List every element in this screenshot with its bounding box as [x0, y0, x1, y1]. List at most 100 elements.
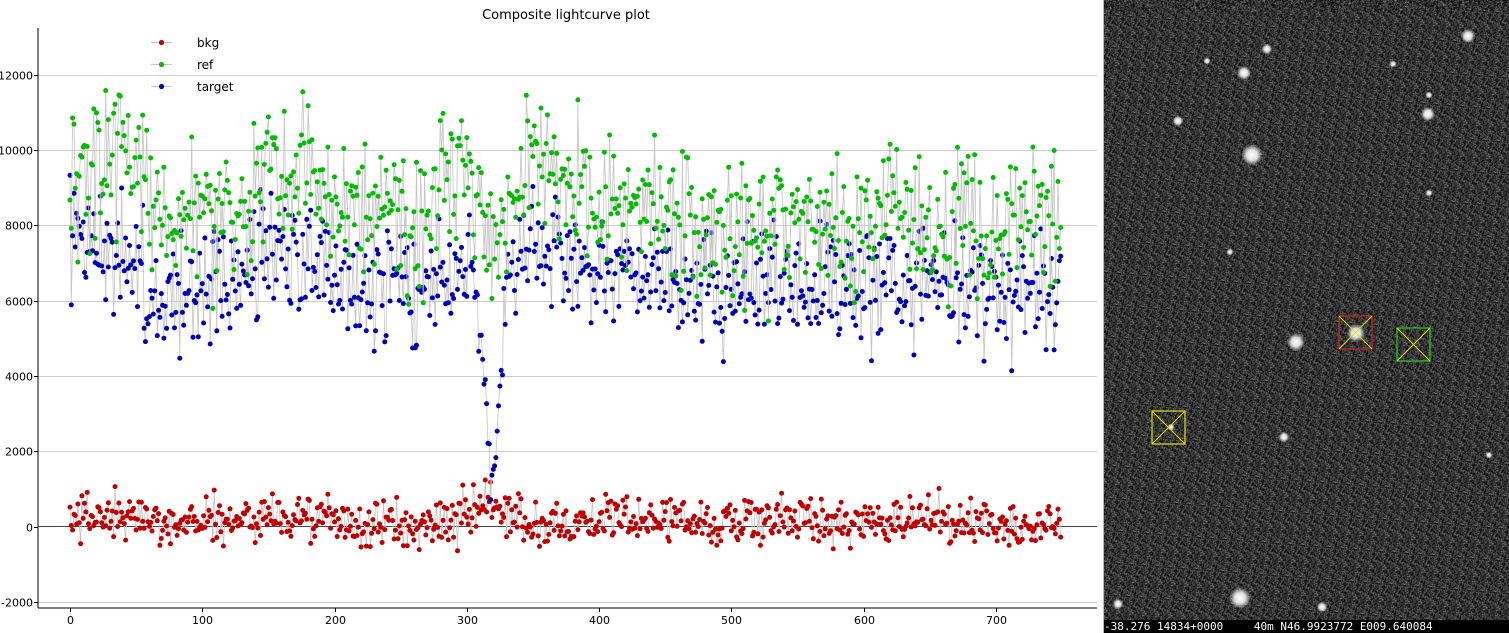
status-value-mid: 14834+0000 [1156, 620, 1224, 633]
ref-point [1056, 246, 1062, 251]
ref-point [914, 266, 919, 272]
target-point [547, 266, 553, 272]
target-point [222, 281, 228, 287]
target-point [1003, 336, 1009, 342]
target-point [772, 298, 778, 304]
target-point [193, 300, 199, 306]
ref-point [497, 232, 503, 238]
ref-point [443, 151, 449, 157]
ref-point [869, 230, 874, 236]
bkg-point [740, 526, 746, 532]
target-point [181, 322, 187, 328]
bkg-point [367, 544, 373, 550]
bkg-point [191, 514, 197, 519]
ref-point [429, 185, 435, 191]
ref-point [719, 289, 725, 295]
target-point [271, 295, 277, 301]
bkg-point [444, 506, 450, 512]
target-point [250, 276, 255, 282]
bkg-point [839, 531, 845, 536]
target-point [493, 455, 499, 461]
bkg-point [388, 506, 394, 512]
ref-point [383, 167, 389, 173]
target-point [132, 266, 138, 272]
ref-point [767, 210, 773, 216]
ref-point [90, 162, 95, 168]
ref-point [448, 131, 454, 137]
ref-point [176, 196, 181, 202]
bkg-point [808, 496, 814, 502]
target-point [414, 342, 419, 348]
fits-image-viewer[interactable]: -38.276 14834+0000 40m N46.9923772 E009.… [1103, 0, 1509, 633]
bkg-point [633, 521, 639, 527]
ref-point [140, 112, 146, 118]
bkg-point [404, 543, 410, 549]
bkg-point [451, 534, 457, 540]
target-point [747, 291, 753, 297]
bkg-point [338, 523, 344, 529]
ref-point [119, 144, 125, 150]
bkg-point [822, 526, 828, 532]
bkg-point [211, 487, 217, 493]
bkg-point [645, 528, 651, 534]
target-point [953, 275, 959, 281]
target-point [735, 281, 741, 287]
ref-point [247, 189, 253, 195]
ref-point [211, 224, 217, 229]
reference-aperture-marker[interactable] [1396, 327, 1431, 362]
ref-point [539, 174, 545, 180]
bkg-point [370, 517, 376, 523]
target-point [935, 305, 941, 310]
ref-point [67, 197, 73, 203]
bkg-point [375, 529, 381, 535]
target-point [587, 272, 593, 278]
target-point [982, 321, 988, 327]
target-point [133, 224, 139, 229]
target-point [726, 272, 732, 278]
ref-point [994, 193, 1000, 199]
bkg-point [455, 548, 460, 554]
ref-point [826, 201, 832, 207]
target-aperture-marker[interactable] [1338, 315, 1373, 350]
target-point [279, 256, 285, 262]
target-point [900, 272, 906, 278]
bkg-point [976, 516, 982, 522]
target-point [129, 289, 135, 295]
check-aperture-marker[interactable] [1151, 410, 1186, 445]
target-point [657, 305, 663, 311]
target-point [628, 274, 634, 280]
ref-point [246, 208, 252, 214]
ref-point [859, 239, 865, 245]
ref-point [649, 190, 655, 196]
ref-point [113, 239, 119, 245]
bkg-point [391, 536, 397, 542]
ref-point [960, 243, 966, 248]
ref-point [75, 259, 81, 265]
bkg-point [482, 477, 488, 483]
ref-point [911, 217, 917, 223]
ref-point [982, 246, 988, 252]
bkg-point [509, 507, 515, 513]
lightcurve-plot-panel[interactable]: Composite lightcurve plot -2000 0 2000 4000… [0, 0, 1103, 633]
target-point [124, 279, 130, 285]
ref-point [124, 170, 130, 176]
target-point [616, 303, 622, 309]
target-point [224, 292, 230, 297]
bkg-point [907, 494, 913, 499]
bkg-point [346, 528, 352, 534]
ref-point [321, 180, 327, 186]
target-point [801, 304, 807, 310]
sky-image[interactable] [1104, 0, 1509, 620]
ref-point [534, 141, 540, 147]
ref-point [133, 137, 139, 143]
bkg-point [562, 533, 568, 539]
target-point [425, 274, 431, 280]
target-point [767, 246, 773, 252]
ref-point [164, 253, 170, 258]
lightcurve-chart[interactable]: Composite lightcurve plot -2000020004000… [0, 0, 1103, 633]
bkg-point [90, 514, 95, 520]
bkg-point [726, 510, 732, 516]
ref-point [404, 293, 410, 299]
bkg-point [892, 528, 898, 534]
bkg-point [780, 519, 786, 525]
